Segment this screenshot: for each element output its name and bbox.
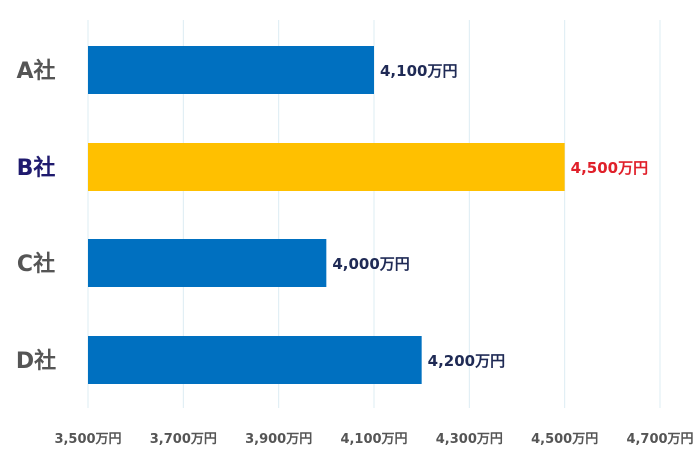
value-label-0: 4,100万円 — [380, 62, 457, 80]
x-tick-label-1: 3,700万円 — [150, 432, 217, 447]
value-label-1: 4,500万円 — [571, 159, 648, 177]
x-tick-label-3: 4,100万円 — [340, 432, 407, 447]
value-labels: 4,100万円 4,500万円 4,000万円 4,200万円 — [332, 62, 648, 370]
x-tick-label-2: 3,900万円 — [245, 432, 312, 447]
bar-1 — [88, 143, 565, 191]
value-label-2: 4,000万円 — [332, 255, 409, 273]
value-label-3: 4,200万円 — [428, 352, 505, 370]
x-tick-label-5: 4,500万円 — [531, 432, 598, 447]
bar-3 — [88, 336, 422, 384]
x-tick-labels: 3,500万円 3,700万円 3,900万円 4,100万円 4,300万円 4,500… — [54, 432, 693, 447]
bar-0 — [88, 46, 374, 94]
category-label-2: C社 — [17, 251, 55, 277]
x-tick-label-6: 4,700万円 — [626, 432, 693, 447]
category-label-1: B社 — [17, 155, 56, 181]
x-tick-label-4: 4,300万円 — [436, 432, 503, 447]
category-label-3: D社 — [16, 348, 56, 374]
category-labels: A社 B社 C社 D社 — [16, 58, 56, 374]
bars — [88, 46, 565, 384]
bar-2 — [88, 239, 327, 287]
category-label-0: A社 — [16, 58, 55, 84]
x-tick-label-0: 3,500万円 — [54, 432, 121, 447]
